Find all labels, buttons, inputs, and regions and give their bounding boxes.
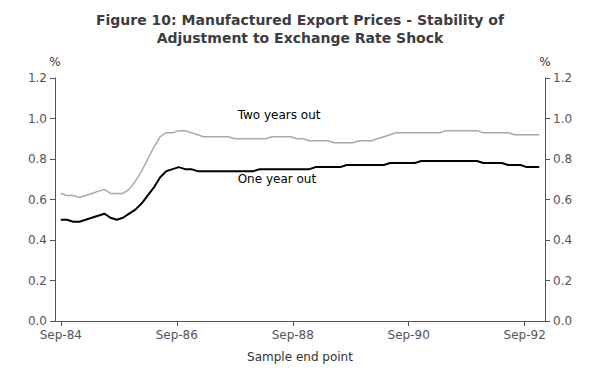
svg-text:Sample end point: Sample end point <box>247 350 353 364</box>
svg-text:0.8: 0.8 <box>553 152 572 166</box>
svg-text:1.2: 1.2 <box>553 71 572 85</box>
svg-text:Two years out: Two years out <box>237 108 321 122</box>
svg-text:Sep-86: Sep-86 <box>156 328 198 342</box>
svg-text:Sep-90: Sep-90 <box>388 328 430 342</box>
svg-text:1.0: 1.0 <box>28 112 47 126</box>
svg-text:0.0: 0.0 <box>553 314 572 328</box>
svg-text:0.2: 0.2 <box>28 274 47 288</box>
svg-text:%: % <box>49 55 60 69</box>
svg-text:0.4: 0.4 <box>553 233 572 247</box>
svg-text:0.6: 0.6 <box>553 193 572 207</box>
svg-text:%: % <box>539 55 550 69</box>
svg-text:Sep-84: Sep-84 <box>40 328 82 342</box>
svg-text:0.4: 0.4 <box>28 233 47 247</box>
svg-text:1.2: 1.2 <box>28 71 47 85</box>
svg-text:1.0: 1.0 <box>553 112 572 126</box>
svg-text:0.0: 0.0 <box>28 314 47 328</box>
svg-text:Adjustment to Exchange Rate Sh: Adjustment to Exchange Rate Shock <box>157 30 444 46</box>
svg-text:Figure 10: Manufactured Export: Figure 10: Manufactured Export Prices - … <box>96 12 505 28</box>
svg-text:0.8: 0.8 <box>28 152 47 166</box>
svg-text:One year out: One year out <box>238 172 317 186</box>
svg-text:Sep-88: Sep-88 <box>272 328 314 342</box>
svg-text:Sep-92: Sep-92 <box>504 328 546 342</box>
svg-text:0.6: 0.6 <box>28 193 47 207</box>
svg-text:0.2: 0.2 <box>553 274 572 288</box>
